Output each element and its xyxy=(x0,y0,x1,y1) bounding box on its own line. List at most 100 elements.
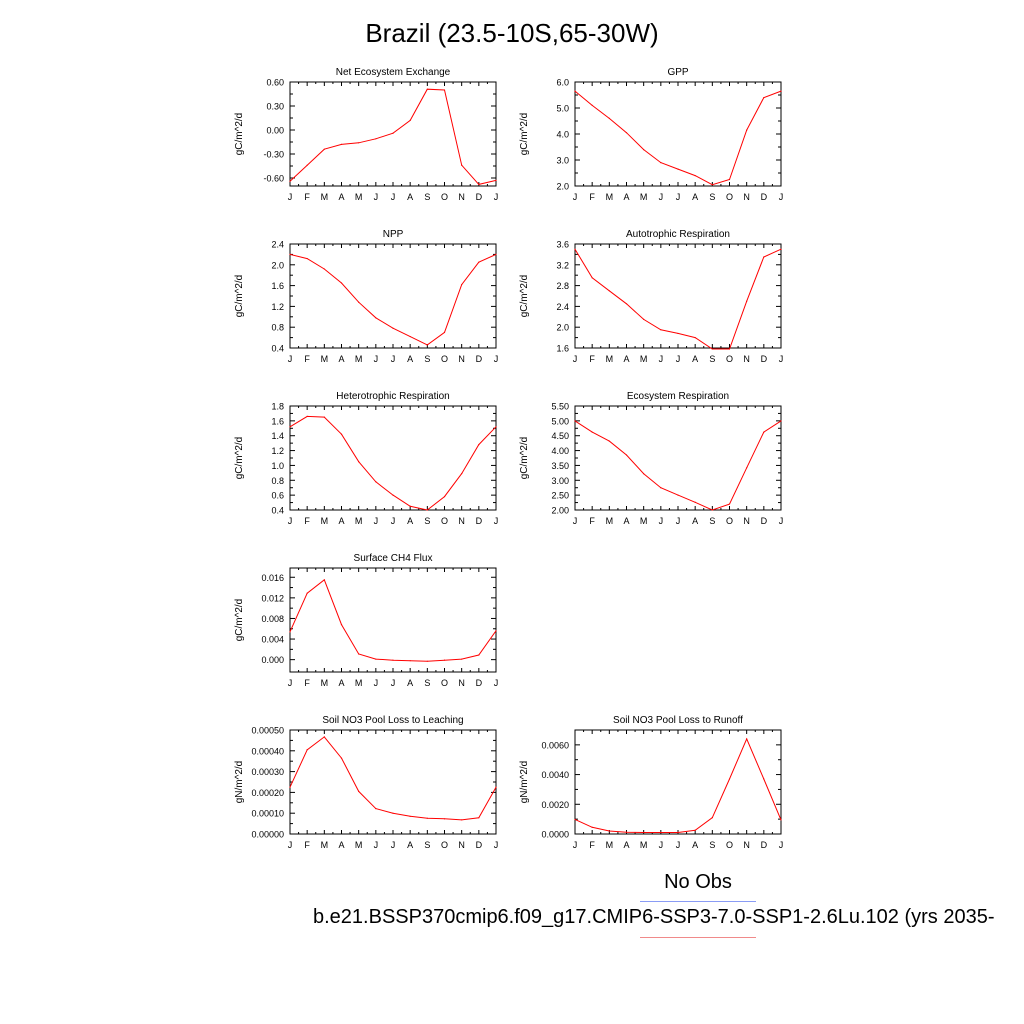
data-point xyxy=(728,348,731,350)
x-tick-label: F xyxy=(304,516,310,526)
x-tick-label: S xyxy=(424,678,430,688)
y-tick-label: 0.00020 xyxy=(251,788,284,798)
data-point xyxy=(763,97,765,99)
y-tick-label: 2.0 xyxy=(556,182,569,192)
y-tick-label: -0.30 xyxy=(263,150,284,160)
y-axis-label: gN/m^2/d xyxy=(519,761,530,804)
x-tick-label: M xyxy=(606,840,614,850)
y-tick-label: 0.00030 xyxy=(251,767,284,777)
data-point xyxy=(574,90,576,92)
data-point xyxy=(426,344,428,346)
x-tick-label: S xyxy=(424,516,430,526)
x-tick-label: S xyxy=(424,354,430,364)
data-point xyxy=(340,757,343,759)
data-point xyxy=(426,817,428,819)
x-tick-label: M xyxy=(606,192,614,202)
x-tick-label: J xyxy=(573,516,578,526)
plot-frame xyxy=(574,243,782,349)
data-point xyxy=(746,129,748,131)
y-tick-label: 0.8 xyxy=(271,476,284,486)
x-tick-label: J xyxy=(288,840,293,850)
y-tick-label: 0.000 xyxy=(261,655,284,665)
x-tick-label: J xyxy=(391,192,396,202)
data-point xyxy=(591,277,593,279)
x-tick-label: M xyxy=(640,354,648,364)
y-tick-label: 0.008 xyxy=(261,614,284,624)
x-tick-label: J xyxy=(374,678,379,688)
y-tick-label: 2.50 xyxy=(551,491,569,501)
data-point xyxy=(461,658,463,660)
x-tick-label: J xyxy=(494,354,499,364)
plot-frame xyxy=(289,243,497,349)
data-point xyxy=(495,786,497,788)
y-axis-label: gC/m^2/d xyxy=(519,437,530,480)
data-point xyxy=(461,473,463,475)
data-point xyxy=(694,501,696,503)
data-point xyxy=(660,487,662,489)
x-tick-label: M xyxy=(321,840,329,850)
data-point xyxy=(443,89,446,91)
x-tick-label: J xyxy=(779,840,784,850)
x-tick-label: A xyxy=(623,192,629,202)
data-point xyxy=(495,630,497,632)
data-point xyxy=(289,180,291,182)
x-tick-label: J xyxy=(288,192,293,202)
y-axis-label: gC/m^2/d xyxy=(234,437,245,480)
data-point xyxy=(495,179,497,181)
data-point xyxy=(323,268,325,270)
x-tick-label: J xyxy=(659,516,664,526)
data-point xyxy=(746,467,748,469)
x-tick-label: N xyxy=(743,192,750,202)
x-tick-label: M xyxy=(321,516,329,526)
x-tick-label: J xyxy=(676,840,681,850)
x-tick-label: D xyxy=(761,516,768,526)
x-tick-label: J xyxy=(659,840,664,850)
data-point xyxy=(375,481,377,483)
data-point xyxy=(409,335,411,338)
y-tick-label: 3.0 xyxy=(556,156,569,166)
y-tick-label: 1.8 xyxy=(271,402,284,412)
figure-title: Brazil (23.5-10S,65-30W) xyxy=(365,18,659,48)
chart-panel-8: Soil NO3 Pool Loss to Leaching gN/m^2/d J F… xyxy=(234,715,498,850)
data-point xyxy=(711,509,713,511)
x-tick-label: J xyxy=(494,516,499,526)
data-point xyxy=(608,290,610,292)
legend-case-line xyxy=(640,937,756,938)
data-point xyxy=(375,317,377,319)
data-point xyxy=(677,168,679,170)
x-tick-label: A xyxy=(692,516,698,526)
plot-frame xyxy=(289,405,497,511)
x-tick-label: F xyxy=(304,192,310,202)
data-point xyxy=(478,817,480,819)
data-point xyxy=(495,426,497,428)
chart-title: NPP xyxy=(383,229,404,240)
data-point xyxy=(306,257,308,260)
x-tick-label: O xyxy=(441,354,448,364)
data-point xyxy=(358,653,360,655)
data-point xyxy=(306,415,308,417)
data-point xyxy=(409,119,411,121)
data-point xyxy=(358,790,360,792)
y-tick-label: 1.2 xyxy=(271,302,284,312)
y-tick-label: 0.4 xyxy=(271,506,284,516)
data-point xyxy=(711,184,713,186)
data-point xyxy=(574,818,576,821)
x-tick-label: J xyxy=(374,516,379,526)
data-point xyxy=(746,738,748,740)
data-point xyxy=(625,831,628,833)
x-tick-label: J xyxy=(573,354,578,364)
y-tick-label: 5.0 xyxy=(556,104,569,114)
x-tick-label: N xyxy=(743,516,750,526)
x-tick-label: A xyxy=(623,516,629,526)
x-tick-label: N xyxy=(458,516,465,526)
y-tick-label: 1.0 xyxy=(271,461,284,471)
data-point xyxy=(677,831,679,834)
y-tick-label: 0.00000 xyxy=(251,830,284,840)
data-point xyxy=(478,183,480,185)
data-point xyxy=(426,509,428,511)
x-tick-label: J xyxy=(391,354,396,364)
data-point xyxy=(643,318,645,320)
data-point xyxy=(763,431,765,433)
chart-title: Heterotrophic Respiration xyxy=(336,391,449,402)
